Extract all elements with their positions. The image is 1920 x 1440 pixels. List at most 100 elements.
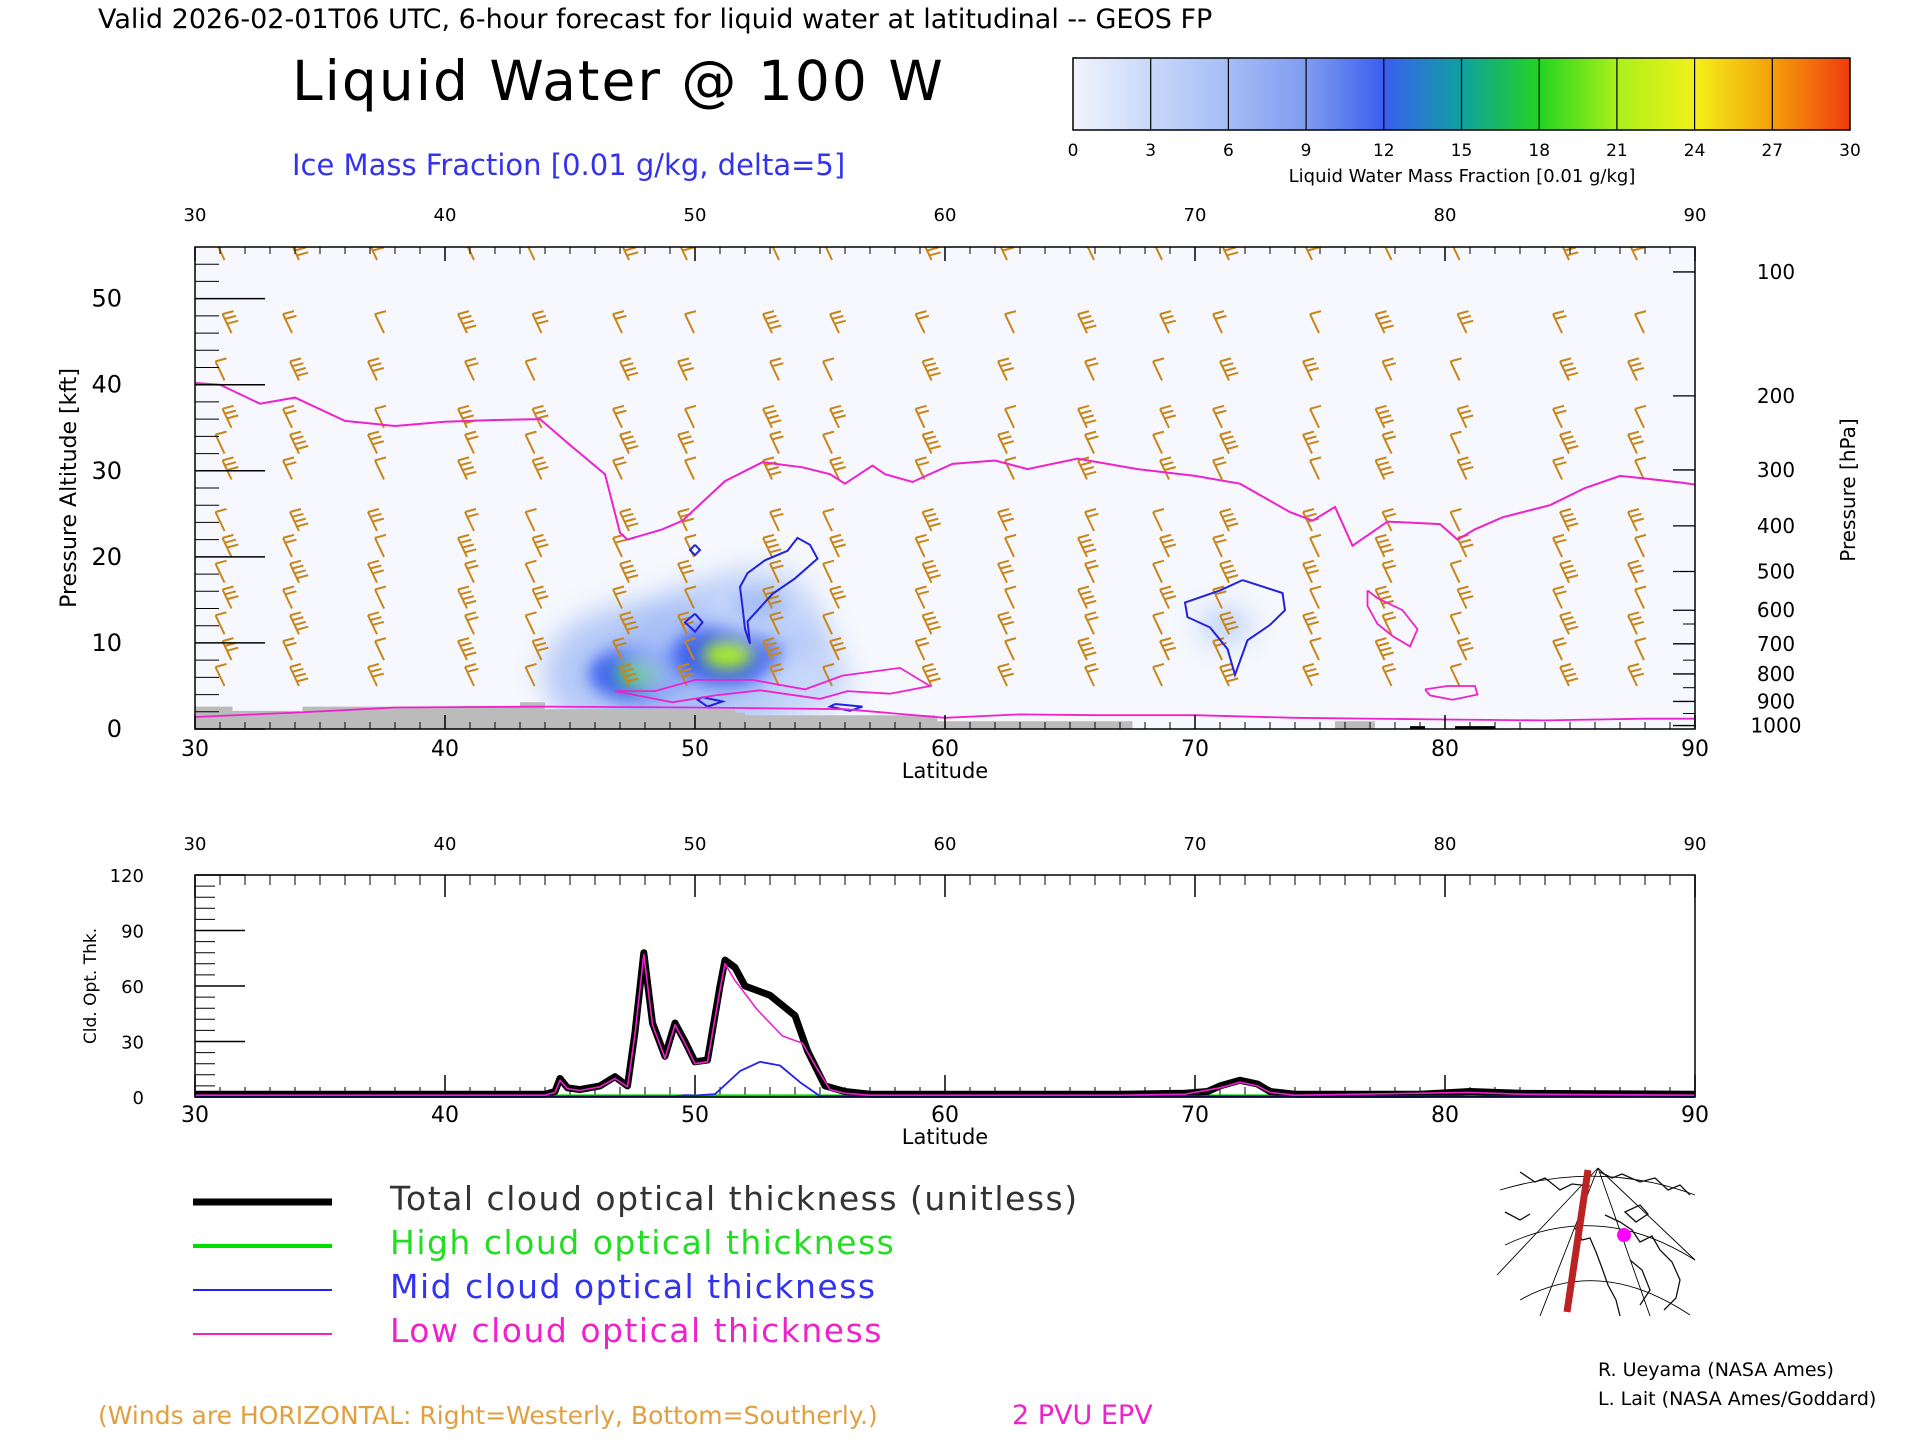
wind-barb xyxy=(1004,404,1017,429)
wind-barb-flag xyxy=(1309,585,1322,591)
wind-barb xyxy=(1152,357,1165,381)
wind-barb-flag xyxy=(769,508,782,513)
wind-barb xyxy=(1381,430,1397,455)
wind-barb-flag xyxy=(997,663,1010,668)
wind-barb xyxy=(1302,663,1320,687)
wind-barb-shaft xyxy=(822,666,833,687)
wind-barb-flag xyxy=(1382,651,1394,657)
wind-barb-flag xyxy=(832,641,844,647)
wind-barb xyxy=(531,456,549,480)
wind-barb-flag xyxy=(1226,371,1239,377)
wind-barb-flag xyxy=(1077,637,1090,643)
wind-barb xyxy=(1159,637,1177,661)
wind-barb-flag xyxy=(1559,430,1572,436)
wind-barb-flag xyxy=(1159,585,1172,591)
wind-barb-flag xyxy=(367,559,380,565)
x-tick-label: 30 xyxy=(181,1103,209,1128)
wind-barb-flag xyxy=(1002,620,1015,626)
wind-barb-flag xyxy=(1077,310,1090,316)
wind-barb-shaft xyxy=(1084,511,1095,532)
wind-barb-shaft xyxy=(1302,360,1313,381)
wind-barb-shaft xyxy=(914,537,926,558)
wind-barb-flag xyxy=(460,641,472,647)
wind-barb-flag xyxy=(367,611,380,617)
wind-barb-flag xyxy=(915,585,927,591)
wind-barb xyxy=(1456,310,1474,334)
colorbar: 0 3 6 9 12 15 18 21 24 27 30 Liquid Water Mass Fra… xyxy=(1068,57,1861,187)
wind-barb-flag xyxy=(834,646,847,652)
wind-barb-flag xyxy=(1450,508,1462,513)
wind-barb-flag xyxy=(769,651,782,657)
wind-barb xyxy=(684,585,697,609)
wind-barb-flag xyxy=(1224,569,1237,575)
wind-barb-flag xyxy=(927,517,939,523)
wind-barb-flag xyxy=(1562,243,1573,246)
series-total-line xyxy=(195,949,1695,1098)
wind-barb-flag xyxy=(626,445,639,450)
wind-barb-flag xyxy=(767,646,780,652)
wind-barb-flag xyxy=(1457,637,1469,643)
wind-barb-flag xyxy=(227,319,239,325)
wind-barb xyxy=(914,637,930,661)
wind-barb-shaft xyxy=(1559,614,1570,635)
colorbar-tick-label: 15 xyxy=(1451,141,1473,161)
wind-barb-flag xyxy=(460,461,472,467)
wind-barb xyxy=(1159,404,1177,429)
wind-barb-shaft xyxy=(829,459,840,480)
wind-barb-shaft xyxy=(367,434,378,455)
wind-barb xyxy=(1552,310,1567,334)
wind-barb-flag xyxy=(282,637,295,643)
wind-barb-shaft xyxy=(1449,666,1461,687)
wind-barb-flag xyxy=(294,440,307,446)
wind-barb xyxy=(1084,611,1099,635)
map-background xyxy=(1497,1166,1695,1316)
wind-barb-shaft xyxy=(914,589,926,609)
wind-barb xyxy=(762,637,782,661)
wind-barb-shaft xyxy=(1152,360,1163,381)
wind-barb xyxy=(1374,456,1394,480)
wind-barb-shaft xyxy=(457,408,468,429)
credit-2: L. Lait (NASA Ames/Goddard) xyxy=(1598,1388,1876,1410)
wind-barb xyxy=(1304,247,1320,261)
wind-barb-shaft xyxy=(1159,589,1170,609)
wind-barb-flag xyxy=(619,508,632,513)
wind-barb xyxy=(531,585,549,609)
wind-barb-shaft xyxy=(1152,434,1163,455)
wind-barb-shaft xyxy=(677,434,688,455)
x-tick-label-top: 40 xyxy=(434,834,457,855)
wind-barb-flag xyxy=(1634,456,1647,462)
wind-barb xyxy=(457,310,477,334)
wind-barb-shaft xyxy=(1084,434,1095,455)
wind-barb-shaft xyxy=(684,640,695,661)
wind-barb-shaft xyxy=(1154,247,1163,261)
pressure-tick-label: 600 xyxy=(1757,598,1795,622)
wind-barb xyxy=(914,533,930,558)
wind-barb-shaft xyxy=(1084,666,1095,687)
wind-barb-flag xyxy=(1566,574,1579,580)
wind-barb-flag xyxy=(222,585,234,591)
wind-barb-flag xyxy=(374,533,387,539)
wind-barb-flag xyxy=(619,430,632,436)
ice-contour xyxy=(683,612,704,634)
wind-barb-shaft xyxy=(221,589,233,609)
wind-barb-flag xyxy=(680,667,692,673)
wind-barb xyxy=(1559,508,1579,532)
wind-barb-flag xyxy=(682,367,695,372)
y-tick-label: 30 xyxy=(121,1033,144,1054)
wind-barb-flag xyxy=(1215,461,1227,467)
wind-barb-shaft xyxy=(769,360,780,381)
wind-barb-shaft xyxy=(1219,434,1230,455)
wind-barb-shaft xyxy=(374,640,385,661)
wind-barb xyxy=(1086,247,1095,261)
wind-barb-flag xyxy=(1566,251,1579,257)
wind-barb xyxy=(762,310,782,334)
wind-barb xyxy=(1634,456,1647,480)
wind-barb-flag xyxy=(294,517,307,523)
wind-barb xyxy=(769,508,784,532)
x-tick-label: 30 xyxy=(181,737,209,762)
wind-barb-flag xyxy=(619,611,632,617)
wind-barb-flag xyxy=(224,314,237,320)
wind-barb-shaft xyxy=(921,511,933,532)
wind-barb-flag xyxy=(1000,616,1012,622)
wind-barb xyxy=(619,611,639,635)
